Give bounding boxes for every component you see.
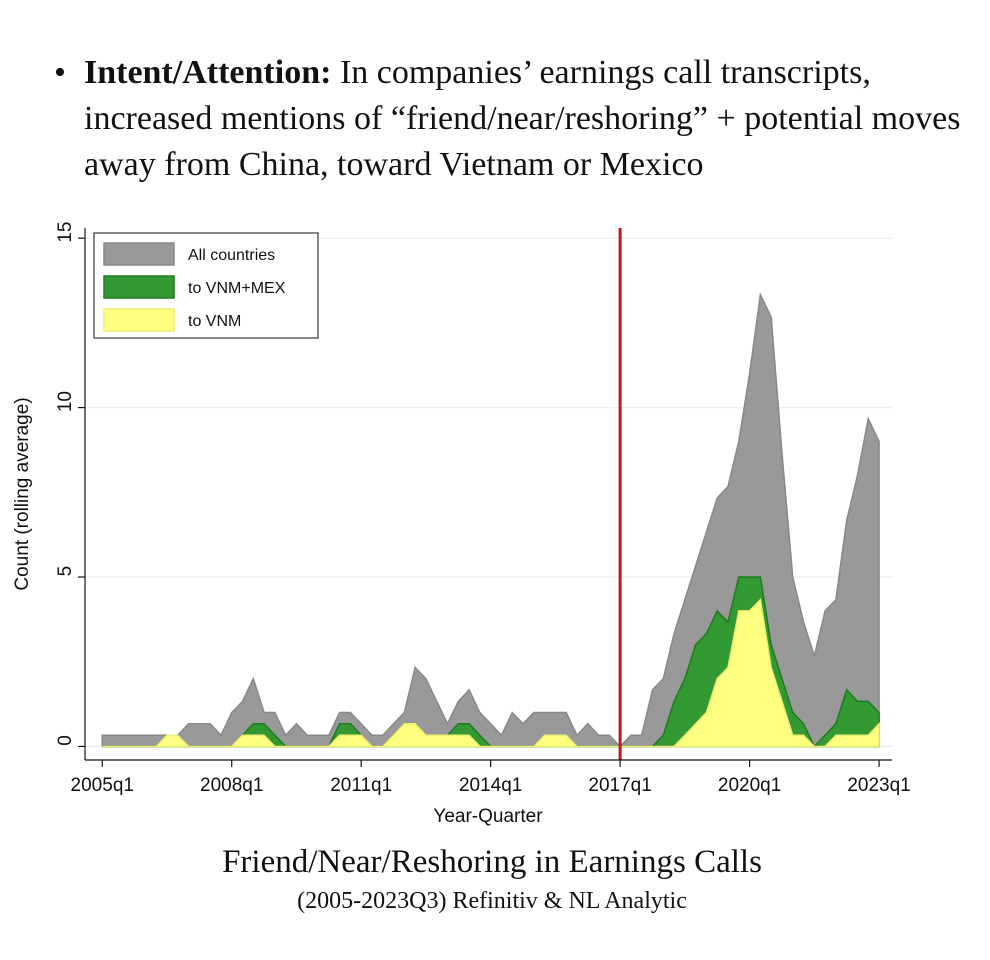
legend-swatch — [103, 275, 175, 299]
x-tick-label: 2023q1 — [847, 775, 910, 796]
area — [101, 292, 880, 748]
legend-label: All countries — [188, 247, 275, 264]
legend-label: to VNM+MEX — [188, 280, 286, 297]
x-tick-label: 2005q1 — [71, 775, 134, 796]
bullet-label: Intent/Attention: — [84, 54, 332, 91]
y-axis-label: Count (rolling average) — [12, 397, 33, 590]
y-tick-label: 5 — [55, 566, 76, 577]
x-tick-label: 2017q1 — [588, 775, 651, 796]
x-tick-label: 2020q1 — [718, 775, 781, 796]
chart-title: Friend/Near/Reshoring in Earnings Calls — [222, 844, 762, 880]
chart-subtitle: (2005-2023Q3) Refinitiv & NL Analytic — [297, 888, 687, 914]
bullet-point: Intent/Attention: In companies’ earnings… — [54, 50, 984, 188]
legend-label: to VNM — [188, 313, 241, 330]
bullet-text: In companies’ earnings call transcripts,… — [84, 54, 961, 183]
area — [102, 598, 880, 748]
y-tick-label: 0 — [55, 735, 76, 746]
x-axis-label: Year-Quarter — [433, 806, 543, 827]
x-tick-label: 2014q1 — [459, 775, 522, 796]
y-tick-label: 10 — [55, 391, 76, 412]
y-tick-label: 15 — [55, 222, 76, 243]
legend-swatch — [103, 308, 175, 332]
legend-swatch — [103, 242, 175, 266]
x-tick-label: 2011q1 — [330, 775, 392, 796]
x-tick-label: 2008q1 — [200, 775, 263, 796]
